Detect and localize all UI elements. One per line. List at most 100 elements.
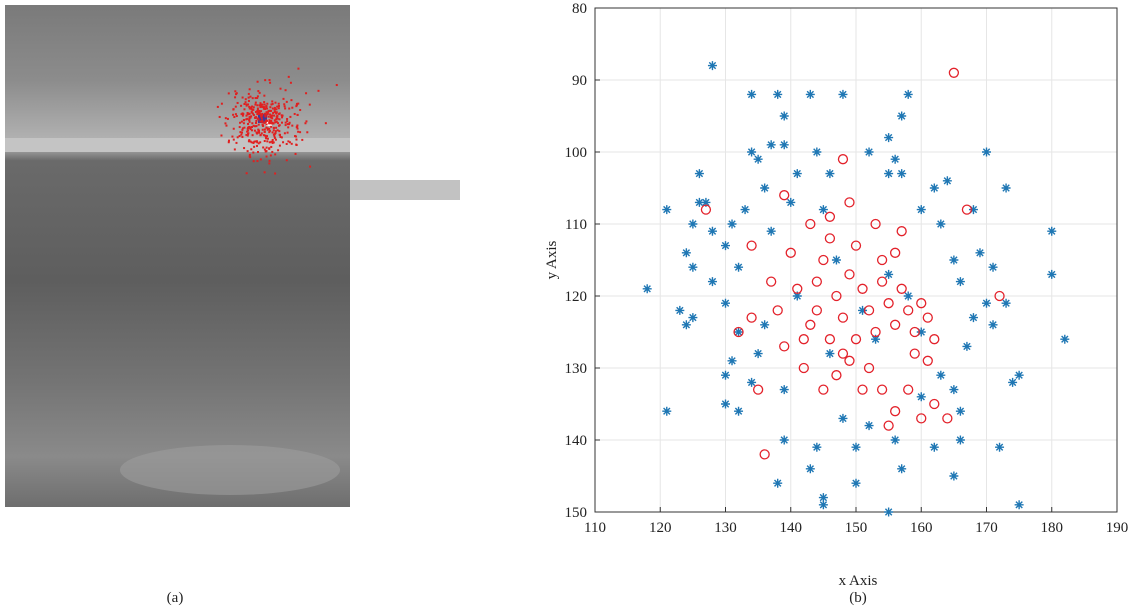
photo-dot bbox=[260, 110, 263, 113]
point bbox=[831, 290, 842, 302]
photo-dot bbox=[270, 122, 273, 125]
photo-dot bbox=[271, 141, 274, 144]
photo-dot bbox=[242, 119, 245, 122]
photo-dot bbox=[251, 122, 254, 125]
point bbox=[818, 493, 828, 503]
photo-dot bbox=[270, 109, 273, 112]
point bbox=[753, 154, 763, 164]
photo-dot bbox=[289, 115, 292, 118]
photo-dot bbox=[248, 88, 251, 91]
photo-dot bbox=[235, 115, 238, 118]
photo-dot bbox=[296, 124, 299, 127]
photo-dot bbox=[252, 151, 255, 154]
point bbox=[734, 327, 744, 337]
point bbox=[694, 197, 704, 207]
photo-dot bbox=[246, 134, 249, 137]
photo-dot bbox=[284, 89, 287, 92]
y-tick-label: 90 bbox=[572, 73, 587, 89]
photo-dot bbox=[254, 101, 257, 104]
photo-dot bbox=[270, 103, 273, 106]
point bbox=[1014, 500, 1024, 510]
photo-dot bbox=[276, 122, 279, 125]
photo-dot bbox=[234, 90, 237, 93]
photo-dot bbox=[265, 146, 268, 149]
photo-dot bbox=[304, 122, 307, 125]
photo-dot bbox=[248, 118, 251, 121]
point bbox=[792, 169, 802, 179]
photo-dot bbox=[234, 105, 237, 108]
point bbox=[818, 500, 828, 510]
point bbox=[694, 169, 704, 179]
photo-dot bbox=[254, 103, 257, 106]
point bbox=[903, 384, 914, 395]
point bbox=[876, 384, 888, 395]
photo-dot bbox=[286, 118, 289, 121]
photo-dot bbox=[233, 116, 236, 119]
point bbox=[890, 247, 901, 258]
photo-dot bbox=[232, 108, 235, 111]
point bbox=[844, 355, 855, 366]
y-tick-label: 80 bbox=[572, 1, 587, 17]
photo-dot bbox=[274, 111, 277, 114]
photo-dot bbox=[263, 121, 266, 124]
photo-dot bbox=[295, 102, 298, 105]
photo-dot bbox=[264, 79, 267, 82]
photo-dot bbox=[257, 90, 260, 93]
photo-dot bbox=[301, 138, 304, 141]
photo-dot bbox=[233, 148, 236, 151]
photo-dot bbox=[287, 75, 290, 78]
photo-dot bbox=[250, 148, 253, 151]
photo-dot bbox=[266, 127, 269, 130]
photo-dot bbox=[275, 112, 278, 115]
photo-dot bbox=[269, 106, 272, 109]
photo-dot bbox=[246, 127, 249, 130]
point bbox=[903, 305, 914, 316]
point bbox=[818, 254, 829, 266]
photo-dot bbox=[248, 153, 251, 156]
point bbox=[753, 349, 763, 359]
photo-dot bbox=[250, 115, 253, 118]
photo-dot bbox=[257, 128, 260, 131]
photo-dot bbox=[263, 148, 266, 151]
photo-dot bbox=[272, 141, 275, 144]
photo-dot bbox=[252, 141, 255, 144]
point bbox=[779, 190, 790, 201]
photo-dot bbox=[261, 128, 264, 131]
panel-label: (a) bbox=[167, 590, 184, 606]
point bbox=[897, 111, 907, 121]
photo-dot bbox=[253, 140, 256, 143]
point bbox=[858, 305, 868, 315]
point bbox=[766, 226, 776, 236]
x-tick-label: 160 bbox=[910, 520, 933, 536]
point bbox=[805, 89, 815, 99]
point bbox=[897, 169, 907, 179]
photo-dot bbox=[270, 140, 273, 143]
point bbox=[897, 464, 907, 474]
photo-dot bbox=[248, 120, 251, 123]
photo-dot bbox=[252, 106, 255, 109]
photo-dot bbox=[240, 120, 243, 123]
photo-dot bbox=[286, 131, 289, 134]
point bbox=[760, 183, 770, 193]
photo-dot bbox=[274, 101, 277, 104]
photo-dot bbox=[268, 147, 271, 150]
photo-dot bbox=[278, 133, 281, 136]
photo-dot bbox=[251, 105, 254, 108]
photo-dot bbox=[226, 117, 229, 120]
photo-dot bbox=[262, 107, 265, 110]
photo-dot bbox=[263, 103, 266, 106]
photo-dot bbox=[232, 127, 235, 130]
photo-dot bbox=[258, 131, 261, 134]
photo-dot bbox=[269, 154, 272, 157]
point bbox=[929, 183, 939, 193]
point bbox=[968, 313, 978, 323]
photo-dot bbox=[220, 134, 223, 137]
point bbox=[785, 247, 796, 258]
photo-dot bbox=[277, 104, 280, 107]
point bbox=[916, 327, 926, 337]
y-tick-label: 100 bbox=[565, 145, 588, 161]
photo-dot bbox=[266, 128, 269, 131]
point bbox=[942, 176, 952, 186]
photo-dot bbox=[245, 114, 248, 117]
